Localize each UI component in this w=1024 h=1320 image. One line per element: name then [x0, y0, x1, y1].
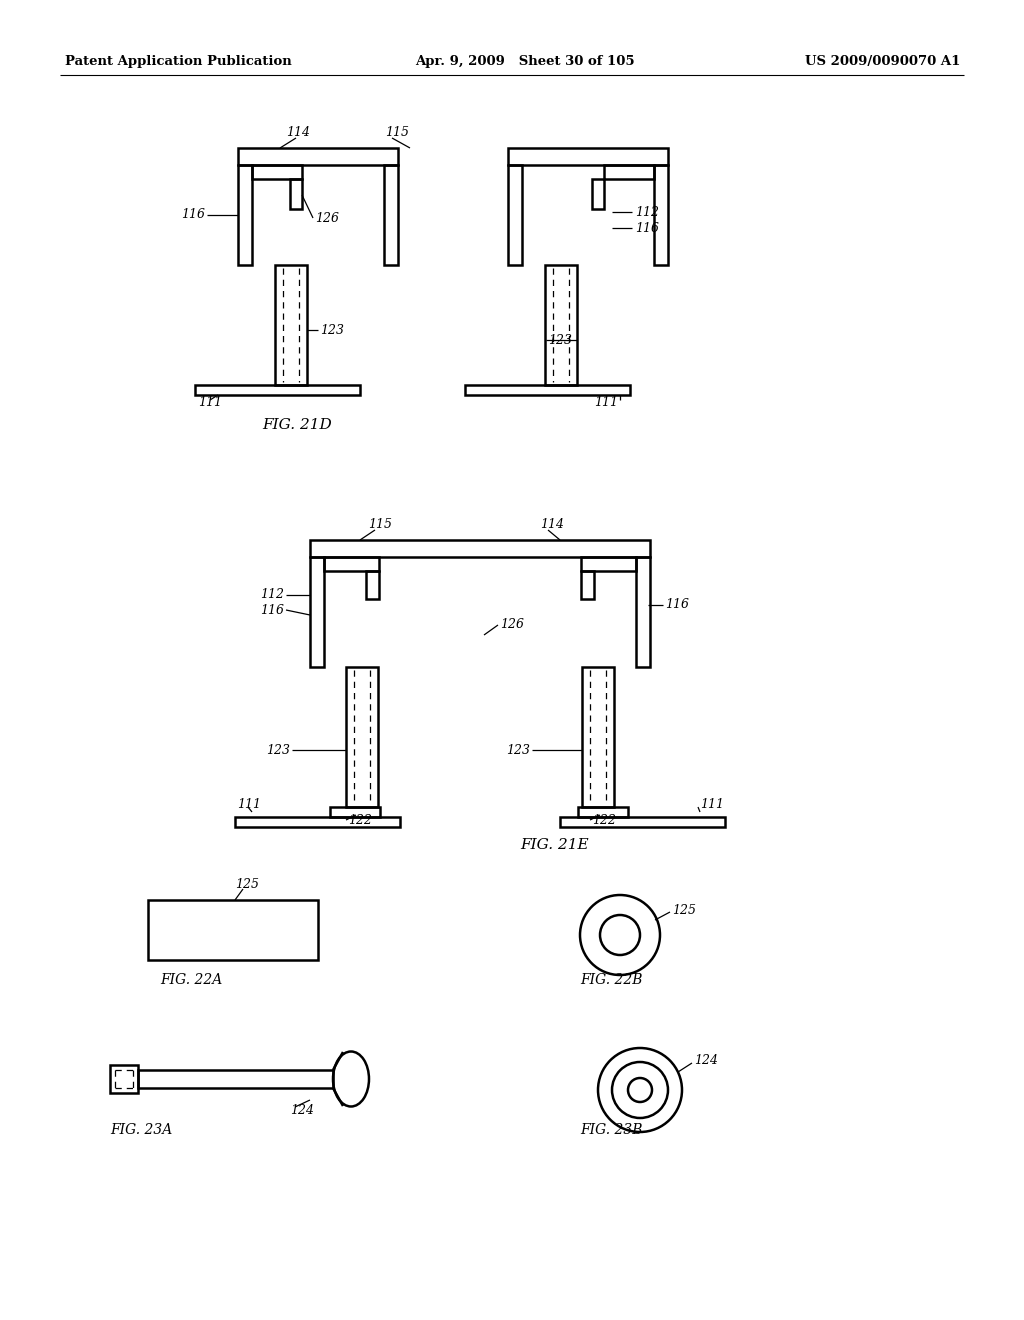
Text: FIG. 23B: FIG. 23B	[580, 1123, 642, 1137]
Text: 115: 115	[368, 519, 392, 532]
Text: 116: 116	[181, 209, 205, 222]
Text: 124: 124	[290, 1104, 314, 1117]
Text: FIG. 23A: FIG. 23A	[110, 1123, 172, 1137]
Text: FIG. 22B: FIG. 22B	[580, 973, 642, 987]
Text: 114: 114	[540, 519, 564, 532]
Bar	[195, 385, 360, 395]
Bar	[384, 165, 398, 265]
Bar	[330, 807, 380, 817]
Text: Patent Application Publication: Patent Application Publication	[65, 55, 292, 69]
Text: 125: 125	[234, 878, 259, 891]
Bar	[581, 572, 594, 599]
Bar	[578, 807, 628, 817]
Text: FIG. 21E: FIG. 21E	[520, 838, 589, 851]
Text: 126: 126	[315, 211, 339, 224]
Bar	[148, 900, 318, 960]
Text: 123: 123	[548, 334, 572, 346]
Bar	[366, 572, 379, 599]
Bar	[582, 667, 614, 807]
Text: FIG. 22A: FIG. 22A	[160, 973, 222, 987]
Text: 123: 123	[266, 743, 290, 756]
Bar	[581, 557, 636, 572]
Bar	[290, 180, 302, 209]
Text: 123: 123	[319, 323, 344, 337]
Bar	[636, 557, 650, 667]
Text: 126: 126	[500, 619, 524, 631]
Text: 111: 111	[594, 396, 618, 408]
Bar	[346, 667, 378, 807]
Bar	[310, 557, 324, 667]
Bar	[592, 180, 604, 209]
Bar	[604, 165, 654, 180]
Bar	[508, 165, 522, 265]
Bar	[238, 148, 398, 165]
Bar	[310, 540, 650, 557]
Bar	[324, 557, 379, 572]
Bar	[110, 1065, 138, 1093]
Text: 114: 114	[286, 127, 310, 140]
Text: 116: 116	[635, 222, 659, 235]
Bar	[234, 817, 400, 828]
Text: 112: 112	[635, 206, 659, 219]
Bar	[275, 265, 307, 385]
Text: 123: 123	[506, 743, 530, 756]
Bar	[138, 1071, 333, 1088]
Text: 111: 111	[700, 799, 724, 812]
Text: US 2009/0090070 A1: US 2009/0090070 A1	[805, 55, 961, 69]
Text: 112: 112	[260, 589, 284, 602]
Bar	[654, 165, 668, 265]
Text: 111: 111	[198, 396, 222, 408]
Bar	[508, 148, 668, 165]
Text: 122: 122	[592, 813, 616, 826]
Bar	[238, 165, 252, 265]
Bar	[465, 385, 630, 395]
Text: 111: 111	[237, 799, 261, 812]
Bar	[545, 265, 577, 385]
Text: 124: 124	[694, 1053, 718, 1067]
Bar	[252, 165, 302, 180]
Text: 122: 122	[348, 813, 372, 826]
Text: 125: 125	[672, 903, 696, 916]
Bar	[560, 817, 725, 828]
Text: FIG. 21D: FIG. 21D	[262, 418, 332, 432]
Text: 115: 115	[385, 127, 409, 140]
Text: 116: 116	[665, 598, 689, 611]
Text: Apr. 9, 2009   Sheet 30 of 105: Apr. 9, 2009 Sheet 30 of 105	[415, 55, 635, 69]
Text: 116: 116	[260, 603, 284, 616]
